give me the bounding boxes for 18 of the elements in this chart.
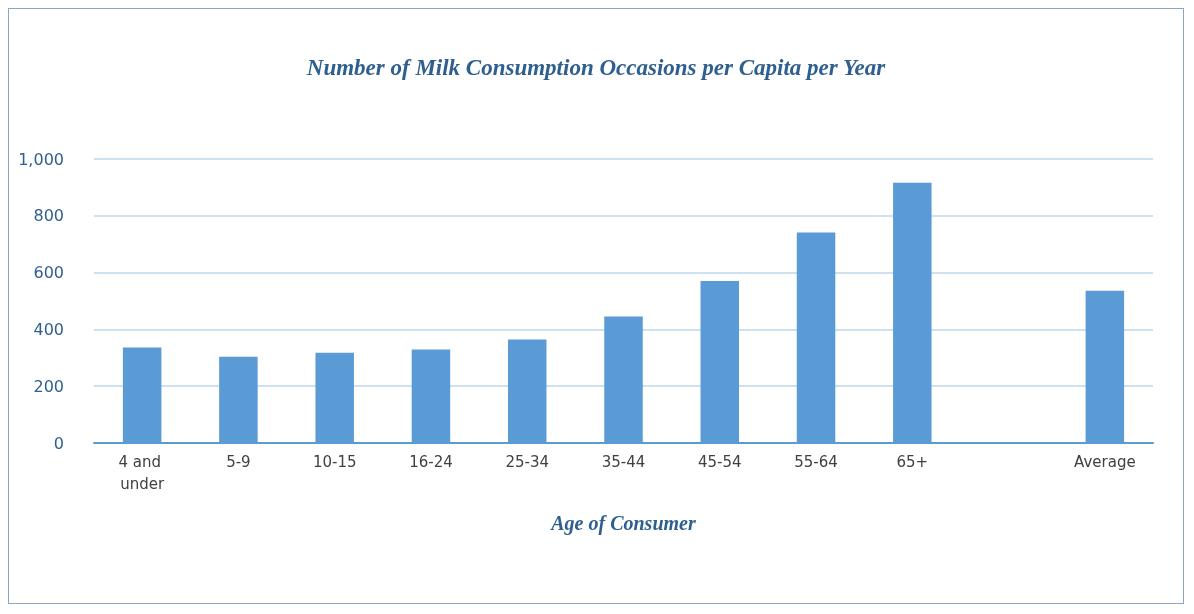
x-tick-label: 4 and under <box>118 453 166 493</box>
x-tick-label: Average <box>1074 453 1136 471</box>
x-axis-title: Age of Consumer <box>549 512 696 535</box>
y-tick-label: 800 <box>33 206 64 226</box>
y-tick-label: 200 <box>33 376 64 396</box>
y-tick-label: 0 <box>53 433 64 453</box>
y-tick-label: 1,000 <box>18 149 64 169</box>
x-tick-label: 10-15 <box>312 453 357 471</box>
chart-title: Number of Milk Consumption Occasions per Capita per Year <box>305 55 887 80</box>
x-tick-label: 5-9 <box>226 453 251 471</box>
x-tick-label: 65+ <box>896 453 929 471</box>
x-tick-label: 35-44 <box>601 453 646 471</box>
x-tick-label: 16-24 <box>409 453 453 471</box>
x-tick-label: 55-64 <box>794 453 838 471</box>
x-tick-label: 45-54 <box>697 453 742 471</box>
x-tick-label: 25-34 <box>505 453 550 471</box>
y-tick-label: 600 <box>33 263 64 283</box>
y-tick-label: 400 <box>33 319 64 339</box>
